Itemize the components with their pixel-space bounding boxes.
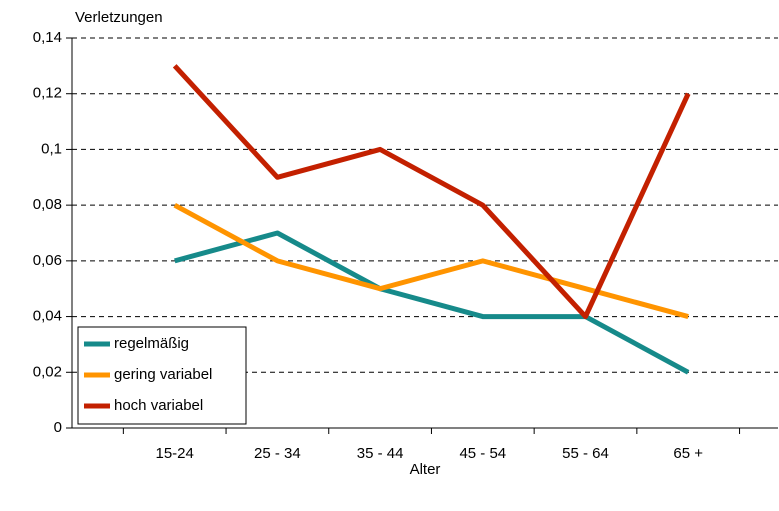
x-tick-label: 45 - 54 bbox=[459, 445, 506, 462]
x-tick-label: 35 - 44 bbox=[357, 445, 404, 462]
y-tick-label: 0,06 bbox=[33, 252, 62, 269]
y-tick-label: 0,14 bbox=[33, 29, 62, 46]
line-series bbox=[174, 230, 690, 375]
legend-label: gering variabel bbox=[114, 366, 212, 383]
y-axis-title: Verletzungen bbox=[75, 9, 163, 26]
x-tick-label: 55 - 64 bbox=[562, 445, 609, 462]
y-tick-label: 0 bbox=[54, 419, 62, 436]
y-tick-label: 0,1 bbox=[41, 140, 62, 157]
legend-label: regelmäßig bbox=[114, 335, 189, 352]
y-tick-label: 0,02 bbox=[33, 363, 62, 380]
line-series bbox=[173, 202, 689, 319]
y-tick-label: 0,08 bbox=[33, 196, 62, 213]
legend-label: hoch variabel bbox=[114, 397, 203, 414]
x-tick-label: 15-24 bbox=[156, 445, 194, 462]
x-axis-title: Alter bbox=[410, 461, 441, 478]
x-tick-label: 65 + bbox=[673, 445, 703, 462]
line-series bbox=[172, 64, 691, 320]
x-tick-label: 25 - 34 bbox=[254, 445, 301, 462]
y-tick-label: 0,12 bbox=[33, 85, 62, 102]
y-tick-label: 0,04 bbox=[33, 308, 62, 325]
